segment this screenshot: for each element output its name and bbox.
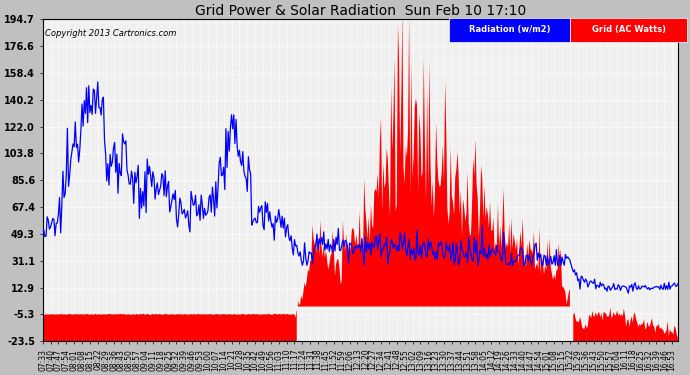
Bar (449, 18, 570, 42)
Text: Copyright 2013 Cartronics.com: Copyright 2013 Cartronics.com (45, 29, 176, 38)
Title: Grid Power & Solar Radiation  Sun Feb 10 17:10: Grid Power & Solar Radiation Sun Feb 10 … (195, 4, 526, 18)
Bar (570, 18, 687, 42)
Text: Radiation (w/m2): Radiation (w/m2) (469, 25, 550, 34)
Text: Grid (AC Watts): Grid (AC Watts) (591, 25, 666, 34)
